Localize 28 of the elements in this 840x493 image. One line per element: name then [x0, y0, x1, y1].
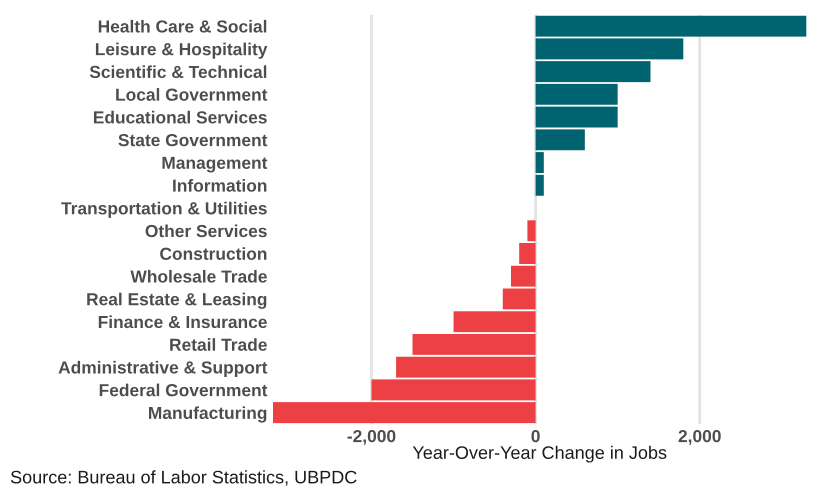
bar — [519, 243, 536, 264]
y-tick-label: Manufacturing — [149, 406, 266, 423]
x-axis-title: Year-Over-Year Change in Jobs — [412, 446, 666, 463]
y-tick-label: State Government — [118, 134, 268, 146]
x-tick-label: -2,000 — [348, 430, 396, 445]
y-tick-label: Management — [162, 156, 268, 172]
y-tick-label: Real Estate & Leasing — [87, 292, 266, 309]
bar — [536, 16, 806, 37]
bar — [536, 174, 544, 196]
y-tick-label: Educational Services — [94, 110, 267, 124]
y-tick-label: Wholesale Trade — [130, 270, 267, 283]
y-tick-label: Construction — [160, 247, 266, 260]
x-tick-label: 0 — [531, 430, 540, 442]
y-tick-label: Finance & Insurance — [98, 315, 267, 328]
x-tick-label: 2,000 — [678, 430, 721, 445]
source-note: Source: Bureau of Labor Statistics, UBPDC — [10, 470, 357, 486]
bar — [510, 266, 536, 287]
bar — [527, 220, 536, 242]
y-tick-label: Federal Government — [100, 384, 268, 396]
y-tick-label: Leisure & Hospitality — [96, 42, 268, 59]
y-tick-label: Administrative & Support — [58, 360, 268, 378]
y-tick-label: Local Government — [116, 88, 268, 101]
y-tick-label: Transportation & Utilities — [61, 202, 267, 218]
y-tick-label: Retail Trade — [170, 338, 267, 351]
y-tick-label: Other Services — [146, 224, 267, 238]
y-tick-label: Scientific & Technical — [90, 65, 266, 78]
y-tick-label: Health Care & Social — [98, 20, 266, 33]
y-tick-label: Information — [173, 178, 266, 192]
